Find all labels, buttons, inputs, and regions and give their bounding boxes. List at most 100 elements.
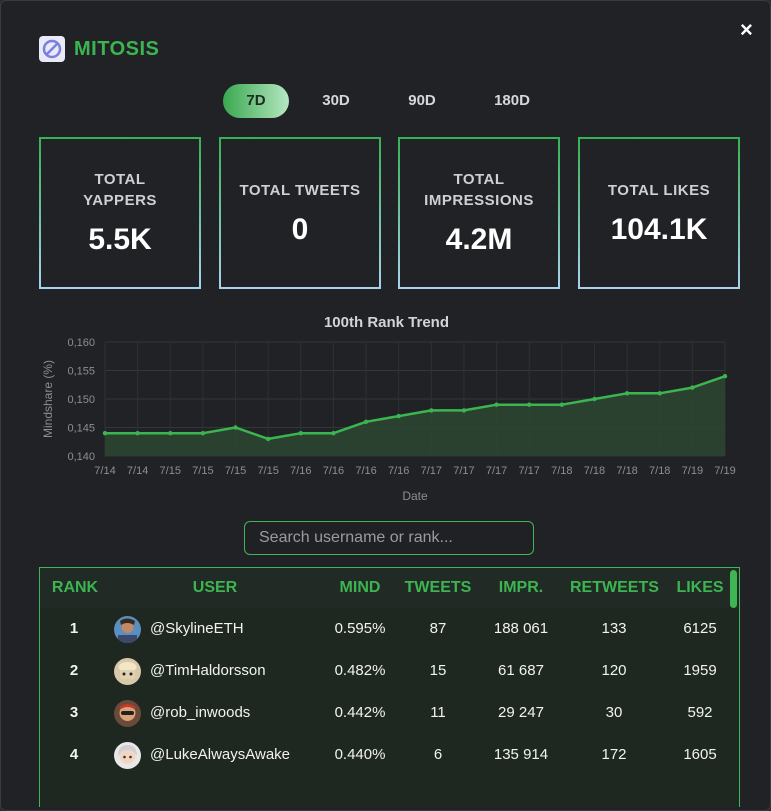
cell-user[interactable]: @SkylineETH	[150, 620, 244, 637]
header-user[interactable]: USER	[192, 579, 238, 596]
y-axis-label: Mindshare (%)	[41, 360, 55, 438]
table-row[interactable]: 3 @rob_inwoods 0.442% 11 29 247 30 592	[40, 692, 739, 734]
x-tick-label: 7/18	[551, 465, 572, 477]
cell-impr: 61 687	[498, 662, 544, 679]
header-likes[interactable]: LIKES	[676, 579, 724, 596]
cell-likes: 592	[687, 704, 713, 721]
data-point	[461, 408, 467, 413]
table-row[interactable]: 4 @LukeAlwaysAwake 0.440% 6 135 914 172 …	[40, 734, 739, 776]
data-point	[527, 402, 532, 407]
cell-tweets: 11	[430, 704, 446, 721]
stat-label: TOTAL YAPPERS	[83, 171, 157, 209]
cell-impr: 29 247	[498, 704, 544, 721]
cell-impr: 188 061	[493, 620, 549, 637]
x-tick-label: 7/18	[584, 465, 605, 477]
data-point	[135, 431, 140, 436]
table-row[interactable]: 2 @TimHaldorsson 0.482% 15 61 687 120 19…	[40, 650, 739, 692]
cell-retweets: 172	[601, 746, 627, 763]
table-row[interactable]: 1 @SkylineETH 0.595% 87 188 061 133 6125	[40, 608, 739, 650]
header-tweets[interactable]: TWEETS	[404, 579, 472, 596]
x-tick-label: 7/16	[388, 465, 409, 477]
x-tick-label: 7/18	[649, 465, 670, 477]
cell-mind: 0.440%	[334, 746, 386, 763]
cell-rank: 4	[69, 746, 79, 763]
data-point	[657, 391, 662, 396]
data-point	[265, 436, 271, 442]
data-point	[363, 419, 369, 424]
data-point	[494, 402, 499, 407]
series-line	[105, 375, 726, 441]
brand-name: MITOSIS	[74, 37, 160, 60]
x-tick-label: 7/14	[94, 465, 115, 477]
x-tick-label: 7/19	[682, 465, 703, 477]
header-mind[interactable]: MIND	[339, 579, 381, 596]
data-point	[200, 431, 206, 436]
cell-rank: 1	[69, 620, 79, 637]
stat-card-likes: TOTAL LIKES 104.1K	[578, 137, 740, 289]
tab-30d[interactable]: 30D	[322, 92, 350, 109]
x-tick-label: 7/15	[225, 465, 246, 477]
stat-card-tweets: TOTAL TWEETS 0	[219, 137, 381, 289]
cell-user[interactable]: @LukeAlwaysAwake	[150, 746, 291, 763]
data-point	[331, 431, 336, 436]
tab-90d[interactable]: 90D	[408, 92, 436, 109]
tab-7d[interactable]: 7D	[223, 84, 289, 118]
leaderboard-table: RANK USER MIND TWEETS IMPR. RETWEETS LIK…	[39, 567, 740, 807]
x-tick-label: 7/15	[160, 465, 181, 477]
cell-user[interactable]: @rob_inwoods	[150, 704, 251, 721]
cell-mind: 0.595%	[334, 620, 386, 637]
cell-retweets: 30	[605, 704, 623, 721]
cell-mind: 0.442%	[334, 704, 386, 721]
cell-likes: 1605	[683, 746, 717, 763]
cell-retweets: 133	[601, 620, 627, 637]
avatar	[114, 616, 141, 643]
chart-title: 100th Rank Trend	[323, 314, 450, 331]
cell-likes: 6125	[683, 620, 717, 637]
search-input[interactable]	[244, 521, 534, 555]
brand-header: MITOSIS	[39, 36, 159, 62]
x-tick-label: 7/17	[486, 465, 507, 477]
x-tick-label: 7/14	[127, 465, 148, 477]
rank-trend-chart: 0,140 0,145 0,150 0,155 0,160 7/14 7/14 7/15 7/1…	[41, 337, 736, 503]
header-retweets[interactable]: RETWEETS	[570, 579, 659, 596]
y-tick-label: 0,140	[67, 451, 95, 463]
stat-card-impressions: TOTAL IMPRESSIONS 4.2M	[398, 137, 560, 289]
cell-tweets: 6	[433, 746, 443, 763]
stat-value: 5.5K	[88, 223, 152, 256]
cell-rank: 3	[69, 704, 79, 721]
table-header: RANK USER MIND TWEETS IMPR. RETWEETS LIK…	[40, 568, 739, 608]
header-impr[interactable]: IMPR.	[498, 579, 544, 596]
cell-impr: 135 914	[493, 746, 549, 763]
data-point	[396, 413, 401, 419]
series-area	[105, 376, 725, 456]
cell-likes: 1959	[683, 662, 717, 679]
x-tick-label: 7/16	[323, 465, 344, 477]
x-tick-label: 7/17	[421, 465, 442, 477]
stat-card-yappers: TOTAL YAPPERS 5.5K	[39, 137, 201, 289]
x-tick-label: 7/16	[290, 465, 311, 477]
close-icon[interactable]: ×	[740, 17, 753, 42]
cell-mind: 0.482%	[334, 662, 386, 679]
data-point	[298, 431, 303, 436]
avatar	[114, 742, 141, 769]
avatar	[114, 700, 141, 727]
x-axis-label: Date	[402, 489, 428, 503]
mitosis-logo-icon	[39, 36, 65, 62]
tab-180d[interactable]: 180D	[494, 92, 530, 109]
x-tick-label: 7/15	[192, 465, 213, 477]
cell-rank: 2	[69, 662, 79, 679]
stat-value: 4.2M	[445, 223, 513, 256]
stat-label: TOTAL TWEETS	[239, 181, 361, 199]
cell-user[interactable]: @TimHaldorsson	[150, 662, 266, 679]
cell-tweets: 87	[429, 620, 447, 637]
data-point	[168, 431, 173, 436]
data-point	[592, 396, 597, 402]
data-point	[624, 391, 630, 396]
x-tick-label: 7/19	[714, 465, 735, 477]
data-point	[559, 402, 565, 407]
table-scrollbar[interactable]	[730, 570, 737, 608]
y-tick-label: 0,155	[67, 366, 95, 378]
header-rank[interactable]: RANK	[51, 579, 99, 596]
y-tick-label: 0,160	[67, 337, 95, 349]
